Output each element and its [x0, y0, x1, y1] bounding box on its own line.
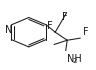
Text: NH: NH: [67, 55, 82, 64]
Text: F: F: [62, 12, 67, 22]
Text: F: F: [47, 21, 53, 31]
Text: F: F: [83, 27, 89, 37]
Text: 2: 2: [72, 58, 77, 64]
Text: N: N: [5, 25, 13, 35]
